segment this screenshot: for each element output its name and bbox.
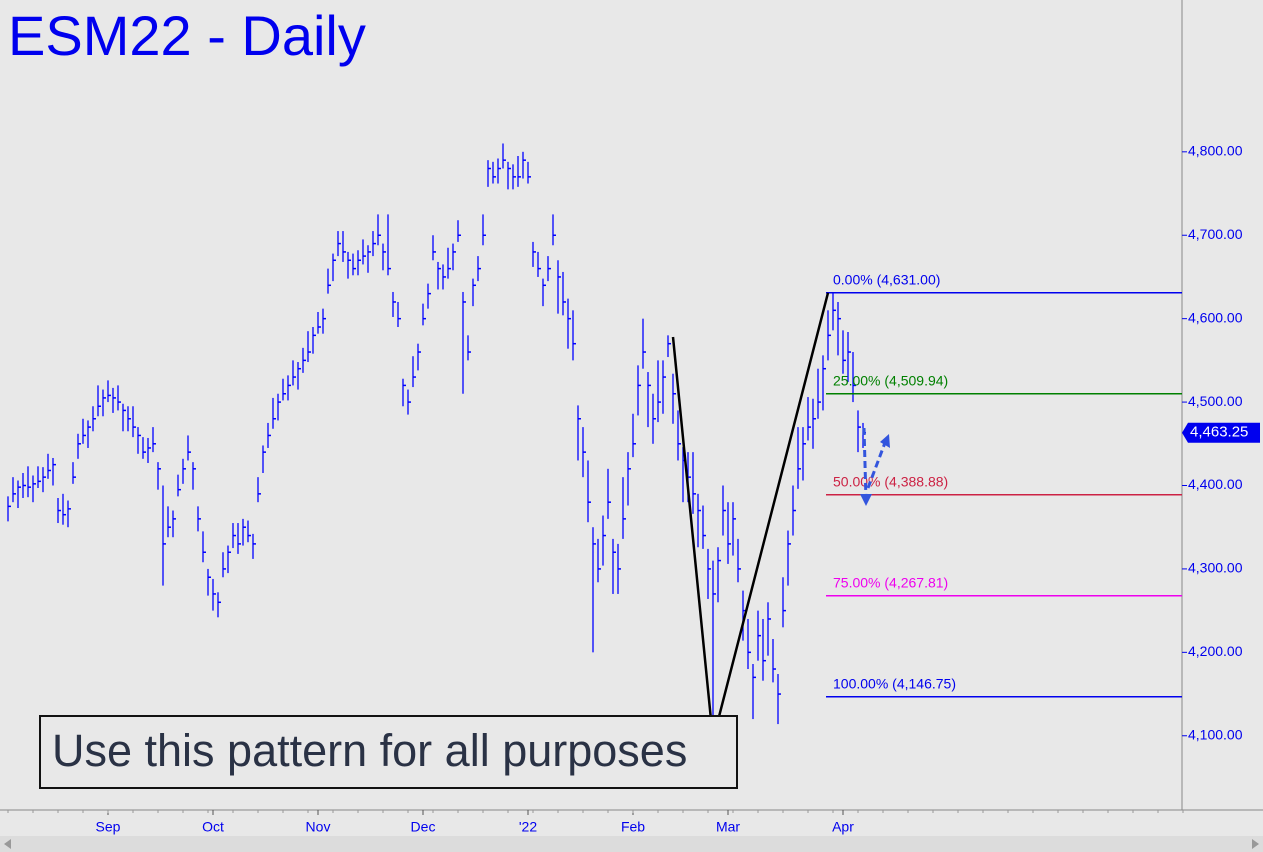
y-tick-label: 4,800.00 xyxy=(1188,143,1243,159)
arrow-heads xyxy=(860,434,890,506)
y-tick-label: 4,500.00 xyxy=(1188,393,1243,409)
x-tick-label: Sep xyxy=(96,819,121,835)
x-tick-label: '22 xyxy=(519,819,537,835)
plot: 4,100.00 4,200.00 4,300.00 4,400.00 4,500.00… xyxy=(7,143,1260,835)
y-tick-label: 4,100.00 xyxy=(1188,726,1243,742)
annotation: Use this pattern for all purposes xyxy=(52,725,687,776)
chart-title: ESM22 - Daily xyxy=(8,4,366,67)
fib-label: 75.00% (4,267.81) xyxy=(833,574,948,590)
scrollbar[interactable] xyxy=(0,836,1263,852)
x-tick-label: Apr xyxy=(832,819,854,835)
x-tick-label: Dec xyxy=(411,819,436,835)
fib-label: 0.00% (4,631.00) xyxy=(833,272,940,288)
forecast-arrows xyxy=(862,427,888,501)
x-tick-label: Mar xyxy=(716,819,740,835)
y-tick-label: 4,400.00 xyxy=(1188,476,1243,492)
annotation-box xyxy=(39,715,738,789)
y-tick-label: 4,600.00 xyxy=(1188,309,1243,325)
last-price-box xyxy=(1182,422,1260,443)
x-tick-label: Feb xyxy=(621,819,645,835)
x-tick-label: Nov xyxy=(306,819,331,835)
arrow-up xyxy=(866,439,888,489)
x-tick-label: Oct xyxy=(202,819,224,835)
arrow-down xyxy=(862,427,868,501)
fib-label: 25.00% (4,509.94) xyxy=(833,372,948,388)
y-tick-label: 4,300.00 xyxy=(1188,560,1243,576)
last-price-label: 4,463.25 xyxy=(1190,424,1248,441)
y-tick-label: 4,200.00 xyxy=(1188,643,1243,659)
y-tick-label: 4,700.00 xyxy=(1188,226,1243,242)
fib-label: 50.00% (4,388.88) xyxy=(833,473,948,489)
fib-label: 100.00% (4,146.75) xyxy=(833,675,956,691)
